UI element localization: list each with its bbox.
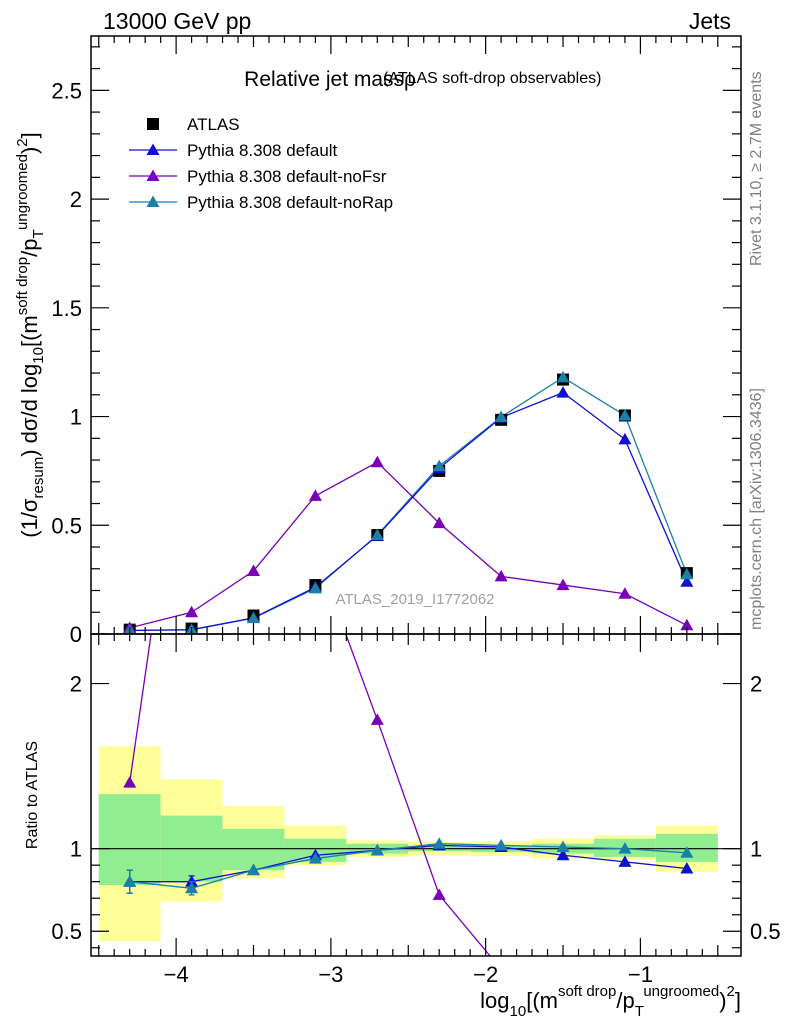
ratio-band-inner [222,828,285,871]
ratio-point-pythia-8-308-default-norap [308,852,322,864]
legend-entry-atlas: ATLAS [147,115,240,134]
legend-entry-pythia-8-308-default-nofsr: Pythia 8.308 default-noFsr [129,167,387,186]
ratio-y-tick-label: 1 [70,837,82,862]
header-right: Jets [689,8,731,34]
data-point-pythia-8-308-default-nofsr [432,516,446,529]
data-point-pythia-8-308-default-norap [308,581,322,594]
ratio-point-pythia-8-308-default [618,855,632,867]
x-tick-label: −4 [164,962,189,987]
ratio-y-tick-label-right: 2 [750,672,762,697]
ratio-point-pythia-8-308-default-norap [432,837,446,849]
series-line-pythia-8-308-default [129,391,688,632]
x-tick-label: −3 [318,962,343,987]
data-point-pythia-8-308-default [618,432,632,445]
legend: ATLAS Pythia 8.308 default Pythia 8.308 de… [129,115,393,212]
x-axis-title: log10[(msoft drop/pTungroomed)2] [480,983,741,1020]
x-tick-label: −1 [628,962,653,987]
ratio-point-pythia-8-308-default-norap [556,840,570,853]
ratio-point-pythia-8-308-default-norap [123,875,137,887]
legend-entry-pythia-8-308-default-norap: Pythia 8.308 default-noRap [129,193,393,212]
ratio-point-pythia-8-308-default-norap [185,881,199,894]
legend-marker [146,143,160,155]
y-axis-title: (1/σresum) dσ/d log10[(msoft drop/pTungr… [14,132,47,538]
axis-tick-labels: −4 −3 −2 −1 0 0.5 1 1.5 2 2.5 0.5 0.5 1 1 2 2 [51,78,780,987]
ratio-point-pythia-8-308-default-nofsr [247,446,260,458]
data-point-pythia-8-308-default-nofsr [680,618,694,631]
analysis-watermark: ATLAS_2019_I1772062 [335,591,494,608]
data-point-pythia-8-308-default-norap [680,567,694,580]
y-tick-label: 0 [70,622,82,647]
ratio-point-pythia-8-308-default-nofsr [123,776,137,788]
ratio-line-pythia-8-308-default-nofsr [129,634,491,956]
series-line-pythia-8-308-default-nofsr [129,461,688,629]
ratio-y-tick-label-right: 1 [750,837,762,862]
rivet-label: Rivet 3.1.10, ≥ 2.7M events [748,71,765,266]
legend-label: ATLAS [187,115,240,134]
data-point-pythia-8-308-default-nofsr [618,587,632,599]
legend-entry-pythia-8-308-default: Pythia 8.308 default [129,141,338,160]
y-tick-label: 0.5 [51,513,82,538]
data-point-pythia-8-308-default-norap [247,611,260,624]
data-point-pythia-8-308-default-nofsr [494,569,508,582]
ratio-series-group [91,347,741,956]
y-tick-label: 2.5 [51,78,82,103]
ratio-point-pythia-8-308-default-norap [370,843,384,856]
axis-ticks [91,36,741,956]
ratio-y-tick-label: 2 [70,672,82,697]
data-point-pythia-8-308-default-nofsr [556,578,570,591]
ratio-plot-frame [90,633,742,957]
header-left: 13000 GeV pp [103,8,251,34]
data-point-pythia-8-308-default-norap [494,410,508,422]
x-tick-label: −2 [473,962,498,987]
data-point-pythia-8-308-default-norap [556,370,570,383]
ratio-point-pythia-8-308-default-norap [494,838,508,851]
legend-marker [147,118,159,130]
ratio-point-pythia-8-308-default-nofsr [370,713,384,725]
ratio-point-pythia-8-308-default-norap [618,842,632,854]
ratio-y-tick-label-right: 0.5 [750,919,781,944]
chart-subtitle: (ATLAS soft-drop observables) [383,70,601,87]
ratio-point-pythia-8-308-default [556,848,570,861]
ratio-point-pythia-8-308-default [680,861,694,874]
ratio-point-pythia-8-308-default-nofsr [432,888,446,900]
data-point-pythia-8-308-default-norap [370,528,384,541]
y-tick-label: 1.5 [51,296,82,321]
legend-label: Pythia 8.308 default-noFsr [187,167,387,186]
legend-label: Pythia 8.308 default [187,141,338,160]
data-point-pythia-8-308-default-norap [618,408,632,421]
ratio-point-pythia-8-308-default-norap [247,863,260,876]
legend-label: Pythia 8.308 default-noRap [187,193,393,212]
ratio-line-pythia-8-308-default [129,844,687,883]
data-point-pythia-8-308-default-nofsr [185,605,199,618]
y-tick-label: 1 [70,405,82,430]
ratio-y-tick-label: 0.5 [51,919,82,944]
data-point-pythia-8-308-default [556,386,570,398]
y-tick-label: 2 [70,187,82,212]
data-point-pythia-8-308-default [680,575,694,587]
ratio-point-pythia-8-308-default-nofsr [309,545,322,557]
ratio-y-axis-title: Ratio to ATLAS [24,741,41,849]
mcplots-label: mcplots.cern.ch [arXiv:1306.3436] [748,388,765,630]
data-point-pythia-8-308-default-nofsr [370,455,384,468]
ratio-point-pythia-8-308-default [185,875,199,887]
legend-marker [146,195,160,207]
chart-title: Relative jet massρ [244,68,416,91]
ratio-point-pythia-8-308-default-norap [680,846,694,858]
legend-marker [146,169,160,181]
data-point-pythia-8-308-default-nofsr [247,564,260,576]
ratio-point-pythia-8-308-default-nofsr [185,347,198,359]
data-point-pythia-8-308-default-norap [432,459,446,472]
data-point-pythia-8-308-default-nofsr [308,489,322,501]
ratio-line-pythia-8-308-default-norap [129,843,687,889]
